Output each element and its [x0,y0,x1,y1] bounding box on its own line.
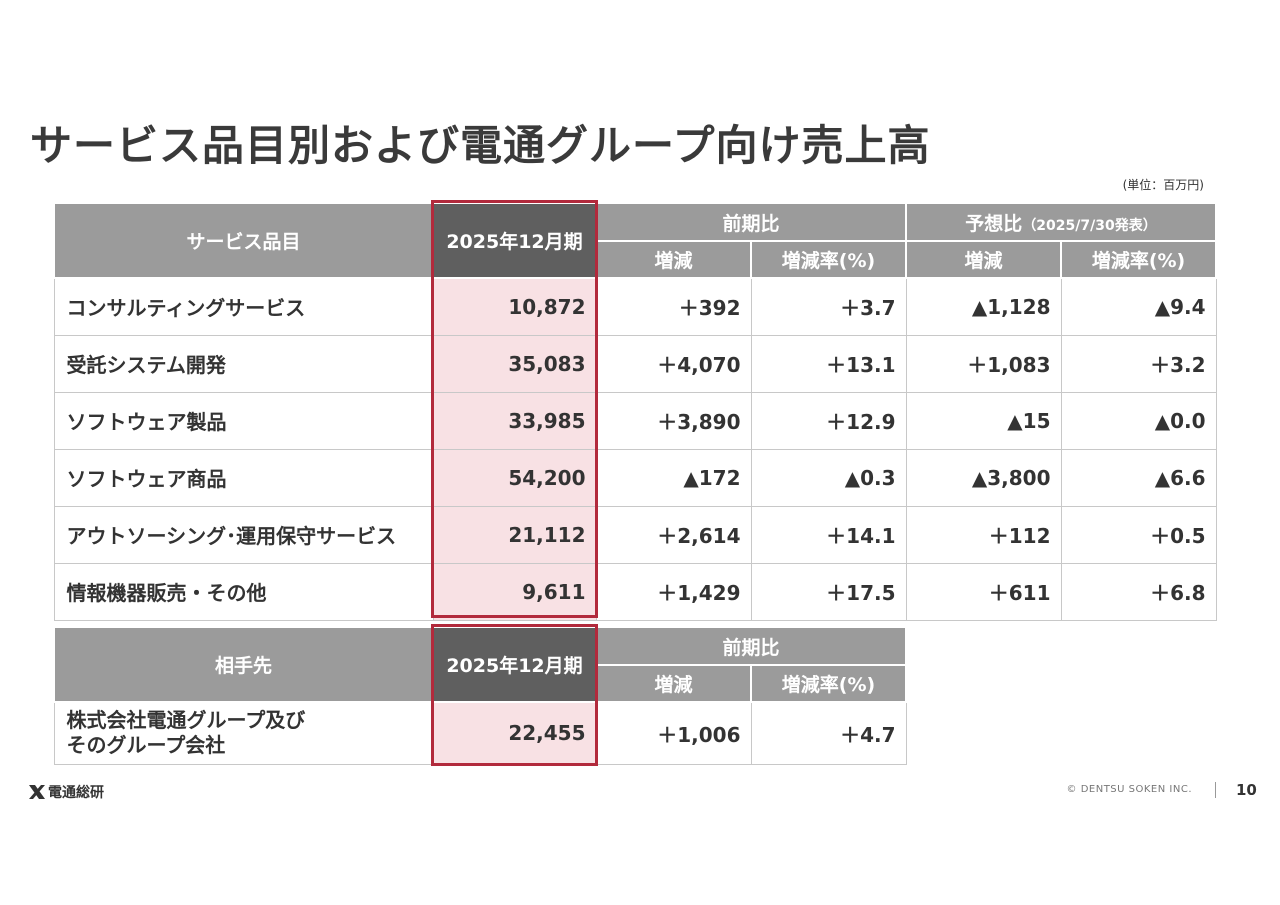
table-row: ソフトウェア製品 33,985 ＋3,890 ＋12.9 ▲15 ▲0.0 [53,391,1217,450]
row-label: 情報機器販売・その他 [53,562,434,621]
row-fc-change: ＋611 [905,562,1062,621]
page-number: 10 [1236,781,1257,799]
company-logo: 電通総研 [28,782,104,802]
row-label: ソフトウェア製品 [53,391,434,450]
row-value: 54,200 [432,448,597,507]
table-row: 株式会社電通グループ及び そのグループ会社 22,455 ＋1,006 ＋4.7 [53,701,907,765]
row-value: 21,112 [432,505,597,564]
row-yoy-change: ▲172 [595,448,752,507]
header-forecast-label: 予想比 [965,212,1023,235]
header-forecast: 予想比（2025/7/30発表） [905,202,1218,242]
header-service-item: サービス品目 [53,202,434,279]
header-period: 2025年12月期 [432,202,597,279]
row-yoy-rate: ＋13.1 [750,334,907,393]
x-logo-icon [29,785,45,799]
row-label: 株式会社電通グループ及び そのグループ会社 [53,701,434,765]
header-fc-rate: 増減率(%) [1060,240,1218,279]
row-yoy-change: ＋2,614 [595,505,752,564]
row-label-line2: そのグループ会社 [66,733,226,758]
row-yoy-change: ＋1,429 [595,562,752,621]
header-yoy-rate: 増減率(%) [749,664,908,703]
table-row: アウトソーシング･運用保守サービス 21,112 ＋2,614 ＋14.1 ＋1… [53,505,1217,564]
header-forecast-note: （2025/7/30発表） [1022,217,1157,234]
table-row: ソフトウェア商品 54,200 ▲172 ▲0.3 ▲3,800 ▲6.6 [53,448,1217,507]
footer-divider [1215,782,1216,798]
row-fc-rate: ▲9.4 [1060,277,1217,336]
table-row: 受託システム開発 35,083 ＋4,070 ＋13.1 ＋1,083 ＋3.2 [53,334,1217,393]
row-label: 受託システム開発 [53,334,434,393]
row-yoy-rate: ▲0.3 [750,448,907,507]
service-sales-table: サービス品目 2025年12月期 前期比 予想比（2025/7/30発表） 増減… [53,202,1218,621]
header-yoy: 前期比 [594,202,908,242]
row-value: 22,455 [432,701,597,765]
row-yoy-rate: ＋14.1 [750,505,907,564]
row-yoy-change: ＋4,070 [595,334,752,393]
row-fc-change: ▲3,800 [905,448,1062,507]
row-value: 10,872 [432,277,597,336]
unit-note: (単位：百万円) [1122,178,1204,192]
row-fc-change: ＋1,083 [905,334,1062,393]
row-fc-change: ＋112 [905,505,1062,564]
copyright: © DENTSU SOKEN INC. [1066,784,1192,795]
row-value: 33,985 [432,391,597,450]
header-yoy-change: 増減 [595,664,752,703]
row-fc-rate: ▲0.0 [1060,391,1217,450]
table-row: 情報機器販売・その他 9,611 ＋1,429 ＋17.5 ＋611 ＋6.8 [53,562,1217,621]
page-title: サービス品目別および電通グループ向け売上高 [30,121,931,170]
row-label: ソフトウェア商品 [53,448,434,507]
header-yoy-change: 増減 [595,240,752,279]
row-label-line1: 株式会社電通グループ及び [66,708,306,733]
row-value: 35,083 [432,334,597,393]
dentsu-group-sales-table: 相手先 2025年12月期 前期比 増減 増減率(%) 株式会社電通グループ及び… [53,626,908,765]
row-value: 9,611 [432,562,597,621]
row-label: アウトソーシング･運用保守サービス [53,505,434,564]
row-fc-change: ▲15 [905,391,1062,450]
row-yoy-change: ＋1,006 [595,701,752,765]
row-fc-rate: ＋3.2 [1060,334,1217,393]
row-fc-rate: ▲6.6 [1060,448,1217,507]
logo-text: 電通総研 [48,785,104,801]
row-fc-rate: ＋0.5 [1060,505,1217,564]
header-fc-change: 増減 [905,240,1063,279]
row-yoy-rate: ＋12.9 [750,391,907,450]
row-yoy-rate: ＋4.7 [750,701,907,765]
row-fc-rate: ＋6.8 [1060,562,1217,621]
row-yoy-change: ＋392 [595,277,752,336]
header-yoy: 前期比 [594,626,908,666]
row-yoy-rate: ＋3.7 [750,277,907,336]
row-label: コンサルティングサービス [53,277,434,336]
header-period: 2025年12月期 [432,626,597,703]
row-yoy-change: ＋3,890 [595,391,752,450]
row-yoy-rate: ＋17.5 [750,562,907,621]
header-counterparty: 相手先 [53,626,434,703]
table-row: コンサルティングサービス 10,872 ＋392 ＋3.7 ▲1,128 ▲9.… [53,277,1217,336]
row-fc-change: ▲1,128 [905,277,1062,336]
header-yoy-rate: 増減率(%) [749,240,908,279]
